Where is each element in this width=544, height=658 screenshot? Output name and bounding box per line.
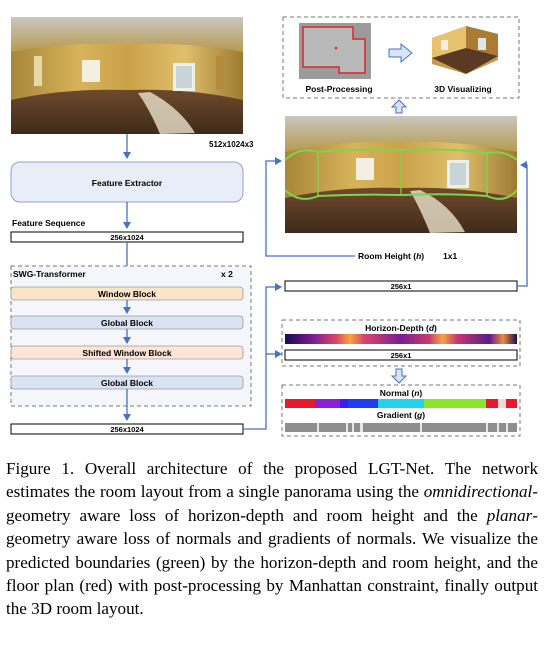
horizon-depth-sequence-dims: 256x1 <box>391 351 412 360</box>
architecture-figure: 512x1024x3 Feature Extractor Feature Seq… <box>10 16 528 437</box>
global-block-2-label: Global Block <box>101 378 153 388</box>
caption-text-2: -geometry aware loss of horizon-depth an… <box>6 482 538 525</box>
arrow-pano-to-post <box>390 99 408 114</box>
feature-sequence-label: Feature Sequence <box>12 218 85 228</box>
3d-visualizing-label: 3D Visualizing <box>434 84 491 94</box>
swg-transformer-title: SWG-Transformer <box>13 269 86 279</box>
input-dims-label: 512x1024x3 <box>209 140 254 149</box>
room-height-dims: 1x1 <box>443 251 457 261</box>
arrow-output-to-room-height <box>243 283 282 430</box>
global-block-1-label: Global Block <box>101 318 153 328</box>
output-sequence-dims: 256x1024 <box>110 425 144 434</box>
shifted-window-block-label: Shifted Window Block <box>82 348 171 358</box>
gradient-label: Gradient (g) <box>377 410 425 420</box>
floor-plan-image <box>299 23 371 79</box>
arrow-depth-to-normal <box>390 368 408 384</box>
swg-multiplier: x 2 <box>221 269 233 279</box>
window-block-label: Window Block <box>98 289 156 299</box>
post-processing-label: Post-Processing <box>305 84 372 94</box>
prediction-panorama-image <box>284 116 518 233</box>
feature-sequence-dims: 256x1024 <box>110 233 144 242</box>
room-height-label: Room Height (h) <box>358 251 424 261</box>
feature-extractor-label: Feature Extractor <box>92 178 163 188</box>
caption-text-3: -geometry aware loss of normals and grad… <box>6 505 538 619</box>
arrow-room-height-to-pano <box>265 157 355 257</box>
input-panorama-image <box>11 17 243 134</box>
caption-italic-omnidirectional: omnidirectional <box>423 482 533 502</box>
normal-colorbar <box>285 399 517 408</box>
caption-text-1: Figure 1. Overall architecture of the pr… <box>6 459 538 502</box>
horizon-depth-colorbar <box>285 334 517 344</box>
gradient-bar <box>285 423 517 432</box>
arrow-depth-to-pano <box>517 161 528 287</box>
room-height-sequence-dims: 256x1 <box>391 282 412 291</box>
horizon-depth-sequence-bar <box>284 349 518 361</box>
arrow-plan-to-3d <box>388 42 413 64</box>
3d-room-image <box>425 23 501 79</box>
caption-italic-planar: planar <box>486 505 533 525</box>
figure-caption: Figure 1. Overall architecture of the pr… <box>6 457 538 621</box>
horizon-depth-label: Horizon-Depth (d) <box>365 323 437 333</box>
normal-label: Normal (n) <box>380 388 423 398</box>
